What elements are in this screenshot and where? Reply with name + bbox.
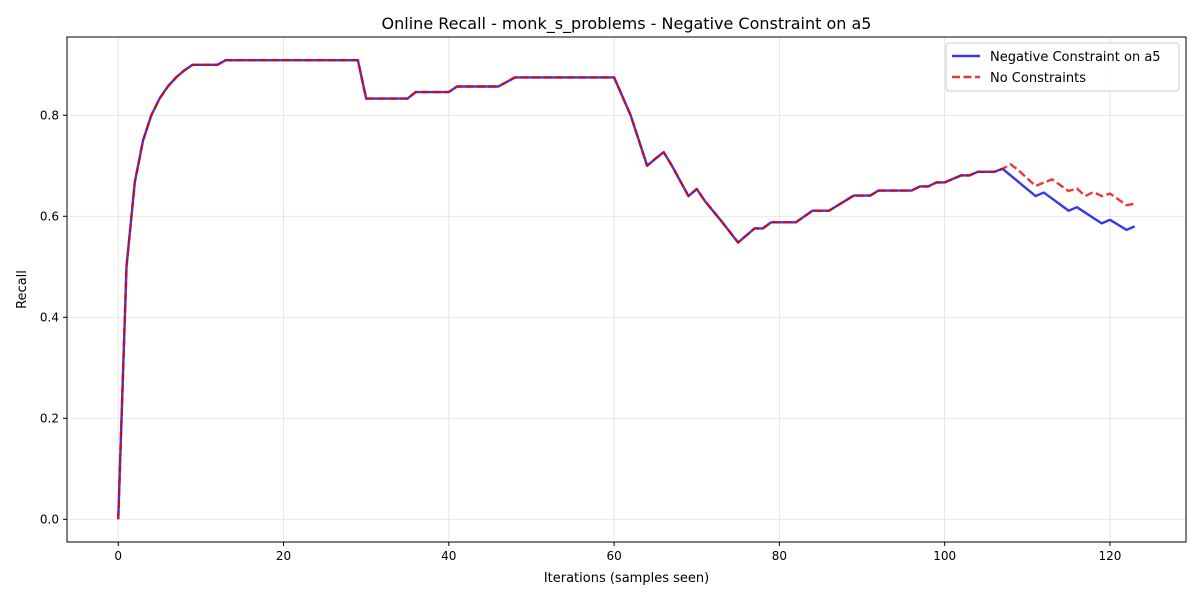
legend: Negative Constraint on a5 No Constraints: [945, 42, 1180, 92]
series-line-2: [117, 59, 1135, 520]
plot-frame: [66, 36, 1187, 543]
x-tick-label: 20: [276, 549, 291, 563]
x-tick-label: 80: [772, 549, 787, 563]
y-tick-label: 0.2: [40, 411, 59, 425]
legend-label-2: No Constraints: [990, 71, 1086, 86]
chart-title: Online Recall - monk_s_problems - Negati…: [382, 14, 872, 34]
y-tick-label: 0.0: [40, 512, 59, 526]
legend-label-1: Negative Constraint on a5: [990, 50, 1161, 65]
legend-box: [945, 42, 1180, 92]
y-tick-label: 0.6: [40, 209, 59, 223]
x-axis-label: Iterations (samples seen): [544, 571, 709, 586]
series-layer: [117, 59, 1136, 520]
y-axis-ticks: 0.0 0.2 0.4 0.6 0.8: [40, 108, 67, 526]
x-tick-label: 0: [114, 549, 122, 563]
x-axis-ticks: 0 20 40 60 80 100 120: [114, 542, 1121, 563]
y-tick-label: 0.8: [40, 108, 59, 122]
x-tick-label: 40: [441, 549, 456, 563]
x-tick-label: 60: [606, 549, 621, 563]
y-tick-label: 0.4: [40, 310, 59, 324]
y-axis-label: Recall: [15, 270, 30, 309]
grid: [67, 37, 1186, 542]
x-tick-label: 120: [1099, 549, 1122, 563]
x-tick-label: 100: [933, 549, 956, 563]
